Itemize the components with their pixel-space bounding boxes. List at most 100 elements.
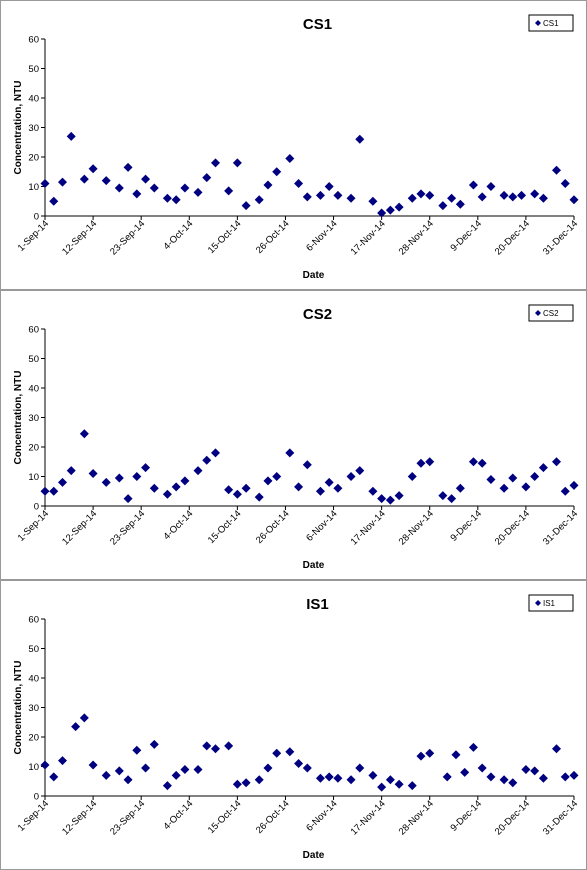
data-point [333,773,343,783]
y-tick-label: 0 [34,792,39,803]
x-tick-label: 17-Nov-14 [349,798,388,837]
legend-box [528,594,574,612]
data-point [560,772,570,782]
x-tick-label: 4-Oct-14 [161,798,195,832]
chart-panel-cs1: CS1 0 10 20 30 40 50 60 1-Sep-14 12-Sep-14 23-Sep-… [0,0,587,290]
data-point [302,192,312,202]
data-point [468,457,478,467]
data-point [79,429,89,439]
data-point [538,193,548,203]
x-tick-label: 6-Nov-14 [304,218,339,253]
x-tick-label: 12-Sep-14 [60,508,99,547]
data-point [416,189,426,199]
legend-label: CS2 [543,309,559,318]
data-point [377,208,387,218]
data-point [171,482,181,492]
x-tick-label: 28-Nov-14 [397,508,436,547]
chart-title: CS2 [303,306,332,323]
data-point [141,463,151,473]
x-tick-label: 17-Nov-14 [349,508,388,547]
data-point [224,741,234,751]
y-tick-label: 0 [34,212,39,223]
data-point [560,179,570,189]
data-point [66,131,76,141]
data-point [254,775,264,785]
data-point [272,748,282,758]
data-point [232,158,242,168]
data-point [438,491,448,501]
data-point [114,183,124,193]
data-point [425,457,435,467]
data-point [407,781,417,791]
chart-svg: IS1 0 10 20 30 40 50 60 1-Sep-14 12-Sep-14 23-Sep-… [13,594,580,861]
data-point [368,196,378,206]
y-tick-label: 60 [28,35,39,46]
data-point [49,486,59,496]
data-point [451,750,461,760]
data-point [486,772,496,782]
data-point [368,486,378,496]
x-tick-label: 28-Nov-14 [397,218,436,257]
x-tick-label: 26-Oct-14 [254,508,292,546]
data-point [263,476,273,486]
y-tick-label: 30 [28,123,39,134]
legend-marker [535,310,541,316]
chart-legend: CS1 [528,14,574,32]
data-point [272,167,282,177]
data-point [552,457,562,467]
data-point [530,189,540,199]
x-tick-label: 1-Sep-14 [16,508,51,543]
data-point [40,760,50,770]
data-point [88,469,98,479]
data-point [530,472,540,481]
x-tick-label: 9-Dec-14 [449,508,484,543]
data-point [71,722,81,732]
data-point [508,778,518,788]
data-point [211,158,221,168]
data-point [407,472,417,481]
data-point [315,486,325,496]
data-point [263,180,273,190]
data-point [40,486,50,496]
data-point [132,472,142,481]
data-point [447,494,457,504]
y-tick-label: 60 [28,325,39,336]
data-point [530,766,540,776]
data-point [333,190,343,200]
x-tick-label: 9-Dec-14 [449,218,484,253]
y-tick-label: 10 [28,182,39,193]
x-tick-label: 15-Oct-14 [206,218,244,256]
data-point [123,775,133,785]
data-point [40,179,50,189]
data-point [232,779,242,789]
data-point [123,162,133,172]
y-tick-label: 20 [28,153,39,164]
data-point [302,460,312,470]
y-tick-label: 60 [28,615,39,626]
data-point [486,182,496,191]
data-point [477,763,487,773]
data-point [477,192,487,202]
x-tick-label: 12-Sep-14 [60,798,99,837]
data-point [324,772,334,782]
y-tick-label: 20 [28,733,39,744]
data-point [447,193,457,203]
data-point [162,193,172,203]
y-tick-label: 20 [28,443,39,454]
data-point [241,201,251,211]
y-axis-label: Concentration, NTU [13,81,24,175]
data-point [302,763,312,773]
x-tick-label: 31-Dec-14 [541,218,580,257]
data-point [114,766,124,776]
data-point [202,741,212,751]
data-point [538,773,548,783]
data-point [521,764,531,774]
data-point [438,201,448,211]
data-point [407,193,417,203]
legend-box [528,304,574,322]
data-point [232,489,242,499]
data-point [569,770,579,780]
chart-legend: IS1 [528,594,574,612]
data-point [211,448,221,458]
y-tick-label: 30 [28,703,39,714]
